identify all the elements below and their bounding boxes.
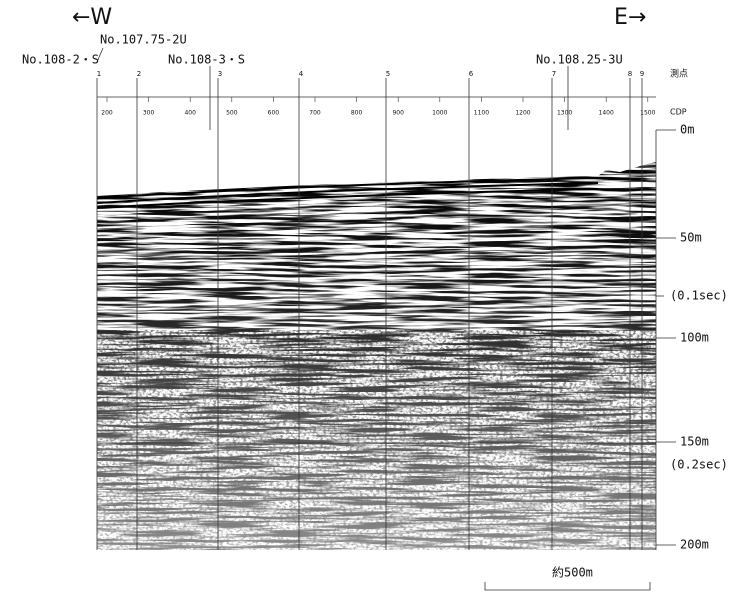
direction-east: E→ (614, 5, 646, 30)
stations-title: 測点 (670, 68, 688, 80)
depth-label: (0.1sec) (670, 289, 728, 303)
labels: ←W E→ No.107.75-2U No.108-2・S No.108-3・S… (22, 5, 688, 580)
depth-label: 0m (680, 123, 694, 137)
cdp-label: 1400 (599, 110, 614, 117)
cdp-label: 500 (226, 110, 238, 117)
well-label: No.108-2・S (22, 53, 99, 67)
station-label: 4 (299, 70, 304, 78)
cdp-label: 400 (184, 110, 196, 117)
cdp-label: 800 (351, 110, 363, 117)
depth-label: 100m (680, 331, 709, 345)
depth-label: (0.2sec) (670, 458, 728, 472)
cdp-title: CDP (670, 108, 687, 117)
cdp-label: 700 (309, 110, 321, 117)
depth-label: 200m (680, 538, 709, 552)
station-label: 6 (469, 70, 474, 78)
cdp-label: 300 (143, 110, 155, 117)
station-label: 1 (97, 70, 101, 78)
cdp-label: 1000 (432, 110, 447, 117)
well-label: No.107.75-2U (100, 33, 187, 47)
well-label: No.108-3・S (168, 53, 245, 67)
cdp-label: 1300 (557, 110, 572, 117)
station-label: 9 (640, 70, 644, 78)
seismic-texture (97, 162, 656, 550)
station-label: 2 (137, 70, 141, 78)
station-label: 5 (386, 70, 390, 78)
cdp-label: 1100 (474, 110, 489, 117)
cdp-label: 1500 (640, 110, 655, 117)
cdp-label: 900 (392, 110, 404, 117)
cdp-label: 200 (101, 110, 113, 117)
scale-label: 約500m (552, 565, 593, 580)
direction-west: ←W (72, 5, 112, 30)
well-label: No.108.25-3U (536, 53, 623, 67)
station-label: 8 (628, 70, 632, 78)
depth-label: 50m (680, 231, 702, 245)
cdp-label: 600 (268, 110, 280, 117)
station-label: 7 (552, 70, 556, 78)
cdp-label: 1200 (515, 110, 530, 117)
depth-label: 150m (680, 435, 709, 449)
station-label: 3 (218, 70, 222, 78)
